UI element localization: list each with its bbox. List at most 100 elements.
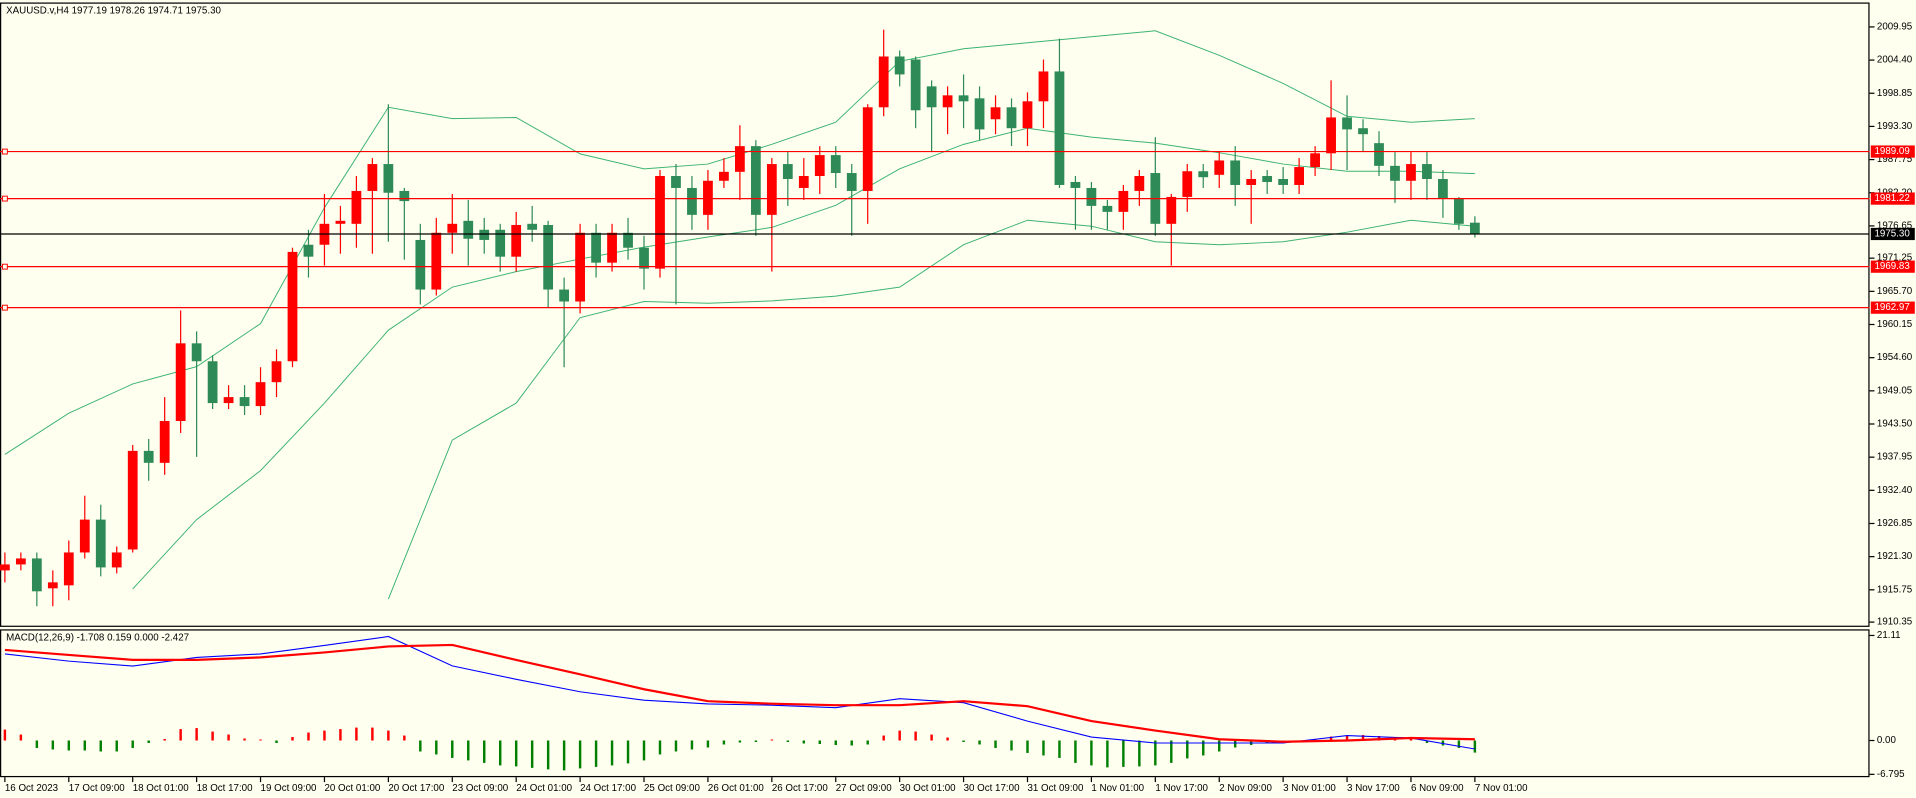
candle-body	[591, 232, 601, 263]
candle-body	[1294, 167, 1305, 185]
level-label-box	[1870, 301, 1915, 314]
level-label: 1981.22	[1874, 193, 1909, 204]
candle-body	[479, 229, 490, 240]
chart-title: XAUUSD.v,H4 1977.19 1978.26 1974.71 1975…	[6, 6, 221, 17]
histogram-bar	[371, 727, 374, 741]
candle-body	[1469, 222, 1480, 234]
histogram-bar	[1361, 735, 1365, 741]
candle-body	[1070, 181, 1081, 188]
histogram-bar	[19, 734, 23, 741]
y-tick-label: 1987.75	[1877, 154, 1913, 165]
level-label: 1962.97	[1874, 302, 1909, 313]
candle-body	[1182, 171, 1193, 197]
histogram-bar	[419, 740, 422, 752]
histogram-bar	[866, 740, 869, 745]
level-anchor	[1, 195, 8, 202]
histogram-bar	[514, 740, 518, 767]
y-tick-label: 2004.40	[1877, 55, 1913, 66]
y-tick-label: 1926.85	[1877, 518, 1913, 529]
current-price-label: 1975.30	[1874, 229, 1910, 240]
y-tick-label: 0.00	[1877, 735, 1897, 746]
histogram-bar	[339, 729, 342, 741]
candle-body	[1326, 117, 1336, 154]
candle-body	[1134, 176, 1145, 191]
candle-body	[1438, 178, 1448, 199]
x-tick-label: 3 Nov 17:00	[1347, 783, 1400, 794]
histogram-bar	[3, 729, 7, 741]
histogram-bar	[578, 740, 582, 769]
histogram-bar	[1106, 740, 1109, 768]
histogram-bar	[67, 740, 71, 751]
candle-body	[1006, 107, 1017, 129]
candle-body	[1118, 190, 1129, 212]
candle-body	[958, 95, 969, 102]
histogram-bar	[658, 740, 662, 755]
histogram-bar	[1425, 740, 1429, 744]
histogram-bar	[403, 735, 406, 741]
x-tick-label: 30 Oct 01:00	[900, 783, 956, 794]
x-tick-label: 1 Nov 01:00	[1091, 783, 1144, 794]
candle-body	[1022, 101, 1033, 129]
y-tick-label: 1949.05	[1877, 385, 1913, 396]
histogram-bar	[1218, 740, 1221, 752]
candle-body	[766, 164, 777, 215]
histogram-bar	[435, 740, 438, 755]
candle-body	[1374, 143, 1384, 166]
macd-plot	[3, 635, 1477, 771]
histogram-bar	[1042, 740, 1045, 756]
y-tick-label: 21.11	[1877, 630, 1901, 641]
candle-body	[255, 382, 266, 407]
candle-body	[782, 164, 793, 179]
candle-body	[1358, 128, 1368, 135]
y-tick-label: 1937.95	[1877, 452, 1913, 463]
candle-body	[47, 582, 58, 589]
y-tick-label: 1998.85	[1877, 88, 1913, 99]
histogram-bar	[1074, 740, 1077, 763]
histogram-bar	[610, 740, 614, 766]
histogram-bar	[1154, 740, 1157, 766]
histogram-bar	[722, 740, 726, 745]
x-tick-label: 30 Oct 17:00	[964, 783, 1020, 794]
candle-body	[846, 173, 857, 191]
x-tick-label: 19 Oct 09:00	[261, 783, 317, 794]
histogram-bar	[786, 740, 790, 743]
x-tick-label: 27 Oct 09:00	[836, 783, 892, 794]
histogram-bar	[834, 740, 837, 745]
level-anchor	[1, 148, 8, 155]
histogram-bar	[690, 740, 694, 750]
histogram-bar	[227, 734, 230, 741]
macd-line	[4, 635, 1475, 750]
candle-body	[159, 421, 170, 463]
histogram-bar	[83, 740, 87, 751]
candle-body	[175, 343, 186, 422]
histogram-bar	[275, 740, 278, 744]
candle-body	[623, 232, 633, 248]
y-tick-label: 1921.30	[1877, 551, 1913, 562]
candle-body	[15, 558, 26, 565]
x-tick-label: 24 Oct 01:00	[516, 783, 572, 794]
candle-body	[223, 397, 234, 404]
histogram-bar	[642, 740, 646, 761]
histogram-bar	[451, 740, 454, 758]
histogram-bar	[467, 740, 470, 761]
y-tick-label: 2009.95	[1877, 21, 1913, 32]
histogram-bar	[1329, 736, 1333, 741]
candle-body	[1054, 71, 1065, 185]
candle-body	[655, 176, 665, 269]
candle-body	[894, 56, 905, 75]
candle-body	[191, 343, 202, 362]
candle-body	[1086, 187, 1097, 206]
candle-body	[1230, 160, 1241, 185]
candle-body	[639, 247, 649, 269]
band-lower	[387, 219, 1475, 600]
histogram-bar	[1170, 740, 1173, 763]
histogram-bar	[882, 735, 885, 741]
candle-body	[1038, 71, 1049, 102]
histogram-bar	[51, 740, 55, 750]
histogram-bar	[179, 729, 182, 741]
level-label-box	[1870, 260, 1915, 273]
histogram-bar	[706, 740, 710, 748]
histogram-bar	[1345, 735, 1349, 741]
candle-body	[0, 564, 10, 571]
histogram-bar	[195, 728, 198, 741]
